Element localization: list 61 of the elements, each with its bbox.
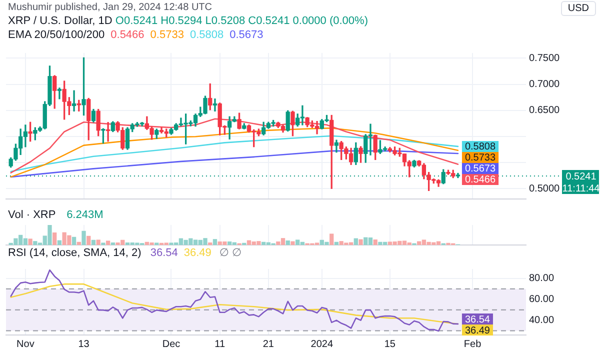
text: ∅ ∅ bbox=[219, 247, 242, 259]
x-tick-label: 15 bbox=[384, 338, 396, 350]
candlestick bbox=[72, 90, 76, 112]
text: Mushumir published, Jan 29, 2024 12:48 UTC bbox=[8, 1, 212, 14]
bar bbox=[373, 239, 378, 245]
text: USD bbox=[560, 1, 596, 16]
text: 0.5673 bbox=[230, 29, 264, 41]
bar bbox=[286, 240, 290, 245]
candlestick bbox=[212, 98, 218, 112]
y-tick-label: 0.7000 bbox=[529, 79, 560, 90]
text: 0.5733 bbox=[150, 29, 184, 41]
data-label: 0.5673 bbox=[464, 164, 496, 175]
bar bbox=[72, 236, 76, 245]
data-label: 36.54 bbox=[464, 314, 490, 326]
text: 0.5808 bbox=[190, 29, 224, 41]
text: 6.243M bbox=[66, 209, 104, 221]
candlestick bbox=[57, 88, 62, 100]
x-tick-label: 13 bbox=[78, 338, 90, 350]
bar bbox=[110, 242, 115, 245]
data-label: 0.5466 bbox=[464, 174, 496, 186]
ref-line-label: 0.5241 bbox=[566, 171, 597, 182]
bar bbox=[334, 242, 339, 245]
x-tick-label: Nov bbox=[16, 338, 34, 350]
bar bbox=[82, 230, 86, 245]
bar bbox=[358, 239, 363, 245]
chart-subtitle: O0.5241 H0.5294 L0.5208 C0.5241 0.0000 (0.00%) bbox=[115, 15, 368, 27]
bar bbox=[208, 242, 212, 245]
bar bbox=[330, 234, 334, 245]
x-tick-label: Feb bbox=[464, 338, 482, 350]
text: 0.5466 bbox=[110, 29, 144, 41]
bar bbox=[91, 240, 96, 245]
text: 36.54 bbox=[150, 247, 178, 259]
legend-title: EMA 20/50/100/200 bbox=[8, 29, 105, 41]
bar bbox=[106, 240, 110, 245]
data-label: 36.49 bbox=[464, 325, 490, 336]
bar bbox=[96, 240, 100, 245]
bar bbox=[86, 236, 91, 245]
text: 36.49 bbox=[184, 247, 212, 259]
x-tick-label: 21 bbox=[262, 338, 274, 350]
y-tick-label: 40.00 bbox=[529, 315, 554, 326]
x-tick-label: Dec bbox=[162, 338, 180, 350]
bar bbox=[290, 241, 295, 245]
x-tick-label: 11 bbox=[214, 338, 226, 350]
text: 11:11:44 bbox=[562, 183, 600, 194]
x-tick-label: 2024 bbox=[310, 338, 334, 350]
y-tick-label: 0.6500 bbox=[529, 105, 560, 116]
data-label: 0.5808 bbox=[464, 142, 496, 153]
chart-title: XRP / U.S. Dollar, 1D bbox=[8, 15, 114, 27]
bar bbox=[354, 238, 358, 245]
y-tick-label: 0.7500 bbox=[529, 52, 560, 64]
y-tick-label: 60.00 bbox=[529, 294, 554, 306]
bar bbox=[52, 232, 57, 245]
y-tick-label: 0.5000 bbox=[529, 183, 560, 194]
data-label: 0.5733 bbox=[464, 152, 496, 164]
bar bbox=[57, 240, 62, 245]
bar bbox=[28, 238, 32, 245]
bar bbox=[212, 239, 218, 245]
chart-title: RSI (14, close, SMA, 14, 2) bbox=[8, 247, 142, 259]
chart-title: Vol · XRP bbox=[8, 209, 56, 221]
bar bbox=[76, 242, 81, 245]
y-tick-label: 80.00 bbox=[529, 273, 554, 284]
